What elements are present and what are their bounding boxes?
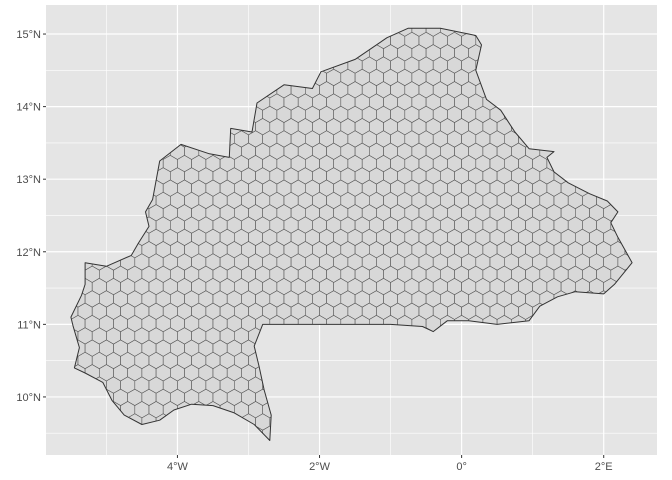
x-tick-label: 2°W (309, 461, 331, 473)
country-outline (70, 27, 633, 441)
y-tick-label: 11°N (17, 319, 41, 331)
x-tick-label: 2°E (595, 461, 613, 473)
axis-ticks: 4°W 2°W 0° 2°E 10°N 11°N 12°N 13°N 14°N 15°N (16, 29, 612, 473)
y-tick-label: 10°N (16, 392, 41, 404)
y-tick-label: 14°N (16, 102, 41, 114)
x-tick-label: 4°W (167, 461, 189, 473)
y-tick-label: 15°N (16, 29, 41, 41)
x-tick-label: 0° (456, 461, 467, 473)
y-tick-label: 12°N (16, 247, 41, 259)
y-tick-label: 13°N (16, 174, 41, 186)
